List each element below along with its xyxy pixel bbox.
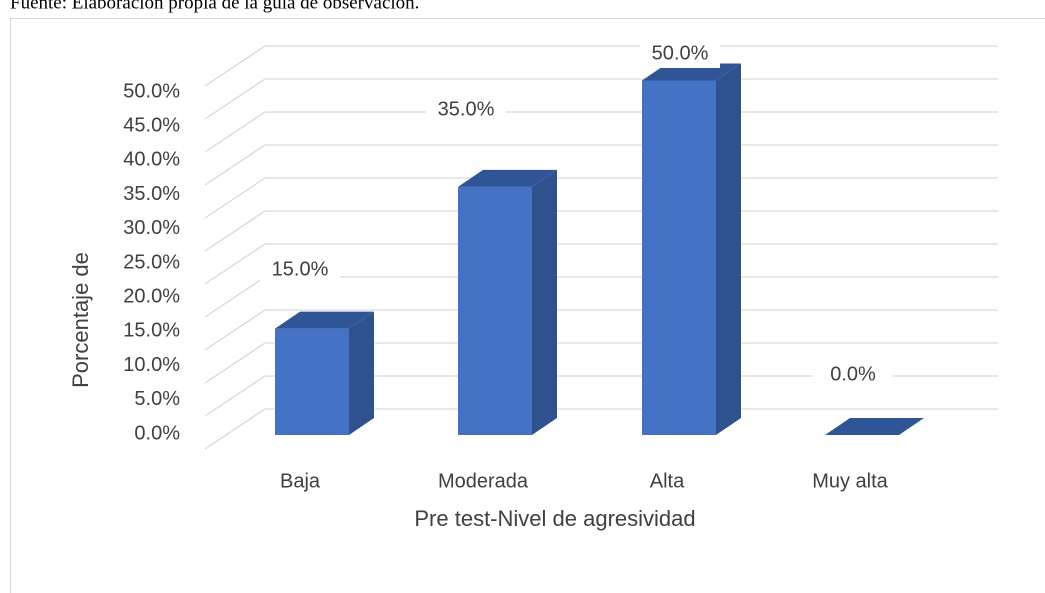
grid-line xyxy=(204,375,998,417)
wall-edge xyxy=(204,45,998,87)
data-label: 50.0% xyxy=(652,42,709,64)
x-tick-label: Muy alta xyxy=(812,470,888,492)
grid-line xyxy=(204,342,998,384)
bar-top xyxy=(458,169,557,187)
grid-line xyxy=(204,111,998,153)
bar-top xyxy=(825,418,924,435)
bar-side xyxy=(532,169,557,435)
y-tick-label: 5.0% xyxy=(134,388,180,410)
y-tick-label: 20.0% xyxy=(123,285,180,307)
y-tick-label: 25.0% xyxy=(123,251,180,273)
y-tick-label: 10.0% xyxy=(123,354,180,376)
bar-side xyxy=(716,63,741,436)
y-tick-label: 45.0% xyxy=(123,114,180,136)
data-label: 35.0% xyxy=(438,98,495,120)
x-tick-label: Moderada xyxy=(438,470,529,492)
data-label: 0.0% xyxy=(830,363,876,385)
y-tick-label: 0.0% xyxy=(134,422,180,444)
grid-line xyxy=(204,309,998,351)
y-axis-label: Porcentaje de xyxy=(68,252,93,388)
y-tick-label: 40.0% xyxy=(123,149,180,171)
data-label: 15.0% xyxy=(272,258,329,280)
x-axis-label: Pre test-Nivel de agresividad xyxy=(414,506,695,531)
y-tick-label: 30.0% xyxy=(123,217,180,239)
bar-top xyxy=(275,311,374,329)
grid-line xyxy=(204,408,998,450)
y-tick-label: 15.0% xyxy=(123,320,180,342)
y-tick-label: 35.0% xyxy=(123,183,180,205)
source-note: Fuente: Elaboración propia de la guía de… xyxy=(10,0,419,13)
data-label-bg xyxy=(260,256,340,284)
bar xyxy=(275,328,349,435)
grid-line xyxy=(204,78,998,120)
data-label-bg xyxy=(426,96,506,124)
bar xyxy=(642,80,716,436)
bar xyxy=(458,186,532,435)
grid-line xyxy=(204,210,998,252)
y-tick-label: 50.0% xyxy=(123,80,180,102)
bar-side xyxy=(349,311,374,435)
x-tick-label: Baja xyxy=(280,470,321,492)
data-label-bg xyxy=(813,361,893,389)
grid-line xyxy=(204,144,998,186)
x-tick-label: Alta xyxy=(650,470,685,492)
grid-line xyxy=(204,243,998,285)
data-label-bg xyxy=(640,40,720,68)
grid-line xyxy=(204,177,998,219)
